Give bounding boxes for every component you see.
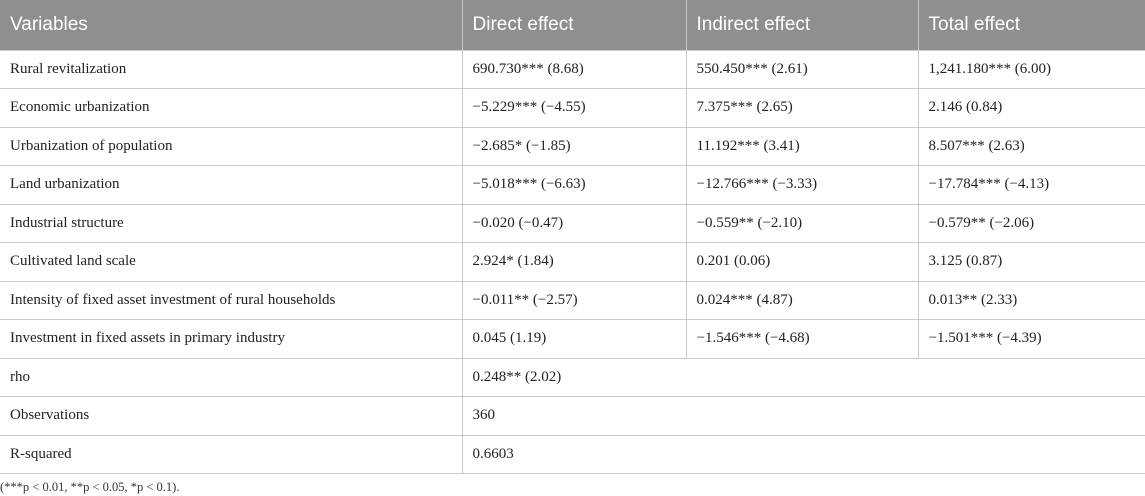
total-effect-cell: 2.146 (0.84) (917, 88, 1145, 128)
row-variable: Economic urbanization (0, 88, 463, 128)
indirect-effect-cell: 11.192*** (3.41) (685, 126, 919, 166)
results-table: Variables Direct effect Indirect effect … (0, 0, 1145, 474)
total-effect-cell: 0.013** (2.33) (917, 280, 1145, 320)
summary-row-r-squared: R-squared 0.6603 (0, 434, 1145, 474)
row-variable: Industrial structure (0, 203, 463, 243)
table-row: Land urbanization −5.018*** (−6.63) −12.… (0, 165, 1145, 205)
indirect-effect-cell: −12.766*** (−3.33) (685, 165, 919, 205)
indirect-effect-cell: 0.201 (0.06) (685, 242, 919, 282)
summary-label: R-squared (0, 434, 463, 474)
indirect-effect-cell: −0.559** (−2.10) (685, 203, 919, 243)
header-row: Variables Direct effect Indirect effect … (0, 0, 1145, 50)
summary-value: 0.6603 (461, 434, 1145, 474)
row-variable: Intensity of fixed asset investment of r… (0, 280, 463, 320)
direct-effect-cell: 690.730*** (8.68) (461, 49, 687, 89)
summary-label: rho (0, 357, 463, 397)
row-variable: Rural revitalization (0, 49, 463, 89)
table-row: Industrial structure −0.020 (−0.47) −0.5… (0, 203, 1145, 243)
direct-effect-cell: 2.924* (1.84) (461, 242, 687, 282)
table-row: Urbanization of population −2.685* (−1.8… (0, 126, 1145, 166)
summary-row-observations: Observations 360 (0, 396, 1145, 436)
total-effect-cell: −17.784*** (−4.13) (917, 165, 1145, 205)
indirect-effect-cell: −1.546*** (−4.68) (685, 319, 919, 359)
header-variables: Variables (0, 0, 463, 50)
direct-effect-cell: −5.229*** (−4.55) (461, 88, 687, 128)
total-effect-cell: 1,241.180*** (6.00) (917, 49, 1145, 89)
table-row: Intensity of fixed asset investment of r… (0, 280, 1145, 320)
table-row: Rural revitalization 690.730*** (8.68) 5… (0, 49, 1145, 89)
indirect-effect-cell: 550.450*** (2.61) (685, 49, 919, 89)
direct-effect-cell: 0.045 (1.19) (461, 319, 687, 359)
table-row: Economic urbanization −5.229*** (−4.55) … (0, 88, 1145, 128)
summary-label: Observations (0, 396, 463, 436)
direct-effect-cell: −2.685* (−1.85) (461, 126, 687, 166)
indirect-effect-cell: 7.375*** (2.65) (685, 88, 919, 128)
direct-effect-cell: −0.011** (−2.57) (461, 280, 687, 320)
header-total-effect: Total effect (928, 13, 1021, 35)
direct-effect-cell: −5.018*** (−6.63) (461, 165, 687, 205)
summary-value: 360 (461, 396, 1145, 436)
table-header: Variables Direct effect Indirect effect … (0, 0, 1145, 50)
table-row: Investment in fixed assets in primary in… (0, 319, 1145, 359)
total-effect-cell: 8.507*** (2.63) (917, 126, 1145, 166)
significance-note: (***p < 0.01, **p < 0.05, *p < 0.1). (0, 480, 180, 494)
row-variable: Land urbanization (0, 165, 463, 205)
row-variable: Investment in fixed assets in primary in… (0, 319, 463, 359)
header-indirect-effect: Indirect effect (686, 0, 919, 50)
summary-row-rho: rho 0.248** (2.02) (0, 357, 1145, 397)
row-variable: Urbanization of population (0, 126, 463, 166)
header-direct-effect: Direct effect (462, 0, 687, 50)
direct-effect-cell: −0.020 (−0.47) (461, 203, 687, 243)
total-effect-cell: −0.579** (−2.06) (917, 203, 1145, 243)
table-body: Rural revitalization 690.730*** (8.68) 5… (0, 49, 1145, 474)
total-effect-cell: −1.501*** (−4.39) (917, 319, 1145, 359)
row-variable: Cultivated land scale (0, 242, 463, 282)
total-effect-cell: 3.125 (0.87) (917, 242, 1145, 282)
table-row: Cultivated land scale 2.924* (1.84) 0.20… (0, 242, 1145, 282)
summary-value: 0.248** (2.02) (461, 357, 1145, 397)
indirect-effect-cell: 0.024*** (4.87) (685, 280, 919, 320)
